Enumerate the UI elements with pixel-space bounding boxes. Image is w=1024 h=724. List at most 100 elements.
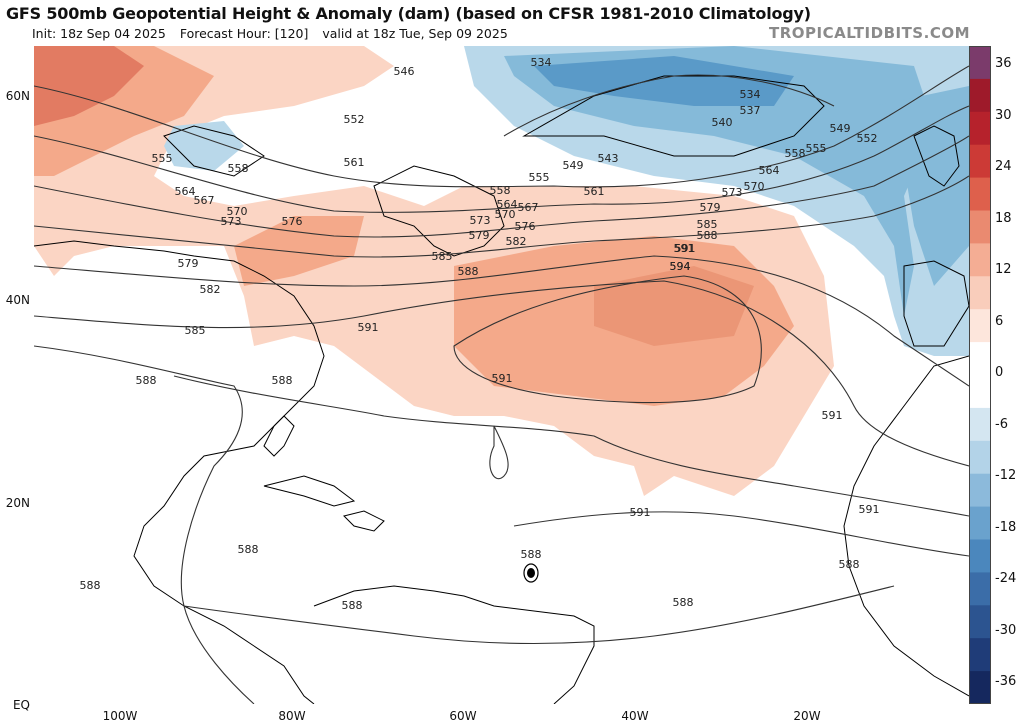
contour-label: 558 — [785, 147, 806, 160]
contour-label: 579 — [700, 201, 721, 214]
forecast-hour: Forecast Hour: [120] — [179, 26, 309, 41]
colorbar-label: -6 — [995, 416, 1008, 432]
contour-label: 576 — [282, 215, 303, 228]
valid-time: valid at 18z Tue, Sep 09 2025 — [322, 26, 508, 41]
lon-label: 80W — [278, 709, 306, 723]
contour-label: 588 — [673, 596, 694, 609]
contour-label: 564 — [497, 198, 518, 211]
contour-label: 588 — [80, 579, 101, 592]
colorbar-label: 30 — [995, 107, 1012, 123]
contour-label: 564 — [175, 185, 196, 198]
colorbar-label: -30 — [995, 622, 1017, 638]
colorbar-swatch — [969, 539, 991, 573]
title-heading: GFS 500mb Geopotential Height & Anomaly … — [6, 4, 811, 23]
tropical-low-marker — [523, 563, 539, 583]
contour-label: 594 — [670, 260, 691, 273]
contour-label: 570 — [227, 205, 248, 218]
colorbar-swatch — [969, 46, 991, 80]
colorbar-label: 24 — [995, 159, 1012, 174]
colorbar-label: -24 — [995, 571, 1017, 586]
contour-label: 573 — [221, 215, 242, 228]
contour-labels: 546 534 534 537 540 549 552 555 558 564 … — [80, 56, 880, 612]
colorbar-swatch — [969, 671, 991, 704]
contour-label: 564 — [759, 164, 780, 177]
colorbar-swatch — [969, 506, 991, 540]
contour-label: 585 — [697, 218, 718, 231]
colorbar-swatch — [969, 177, 991, 211]
contour-label: 588 — [238, 543, 259, 556]
height-contours — [34, 65, 969, 704]
contour-label: 588 — [839, 558, 860, 571]
contour-label: 582 — [200, 283, 221, 296]
contour-label: 582 — [506, 235, 527, 248]
lon-label: 40W — [621, 709, 649, 723]
contour-label: 555 — [529, 171, 550, 184]
colorbar-swatch — [969, 375, 991, 409]
anomaly-colorbar — [969, 46, 991, 704]
colorbar-label: -36 — [995, 674, 1017, 689]
contour-label: 555 — [152, 152, 173, 165]
contour-label: 579 — [469, 229, 490, 242]
lon-label: 100W — [102, 709, 138, 723]
contour-label: 555 — [806, 142, 827, 155]
contour-label: 588 — [458, 265, 479, 278]
colorbar-label: 0 — [995, 365, 1004, 380]
colorbar-swatch — [969, 309, 991, 343]
contour-label: 591 — [358, 321, 379, 334]
lat-label: EQ — [12, 698, 30, 712]
contour-label: 540 — [712, 116, 733, 129]
colorbar-swatch — [969, 111, 991, 146]
contour-label: 588 — [697, 229, 718, 242]
colorbar-label: 18 — [995, 210, 1012, 226]
contour-label: 594 — [670, 260, 691, 273]
contour-label: 558 — [228, 162, 249, 175]
contour-label: 534 — [740, 88, 761, 101]
colorbar-border — [969, 46, 991, 704]
contour-label: 549 — [563, 159, 584, 172]
contour-label: 570 — [495, 208, 516, 221]
lat-label: 40N — [5, 293, 30, 307]
run-info: Init: 18z Sep 04 2025 Forecast Hour: [12… — [32, 26, 518, 41]
contour-label: 579 — [178, 257, 199, 270]
colorbar-swatch — [969, 638, 991, 672]
contour-label: 543 — [598, 152, 619, 165]
colorbar-label: -18 — [995, 519, 1017, 535]
contour-label: 561 — [344, 156, 365, 169]
colorbar-label: 6 — [995, 313, 1004, 329]
contour-label: 549 — [830, 122, 851, 135]
contour-label: 591 — [859, 503, 880, 516]
contour-label: 591 — [630, 506, 651, 519]
contour-label: 567 — [194, 194, 215, 207]
colorbar-swatch — [969, 78, 991, 113]
site-watermark: TROPICALTIDBITS.COM — [769, 24, 970, 42]
contour-label: 567 — [518, 201, 539, 214]
colorbar-swatch — [969, 605, 991, 639]
contour-label: 561 — [584, 185, 605, 198]
contour-label: 552 — [857, 132, 878, 145]
contour-label: 546 — [394, 65, 415, 78]
contour-label: 588 — [342, 599, 363, 612]
contour-label: 591 — [492, 372, 513, 385]
colorbar-label: 12 — [995, 262, 1012, 277]
colorbar-swatch — [969, 243, 991, 277]
contour-label: 591 — [675, 242, 696, 255]
contour-label: 591 — [674, 242, 695, 255]
colorbar-swatch — [969, 572, 991, 606]
colorbar-swatch — [969, 407, 991, 442]
lon-label: 20W — [793, 709, 821, 723]
contour-label: 585 — [185, 324, 206, 337]
contour-label: 573 — [470, 214, 491, 227]
contour-label: 588 — [136, 374, 157, 387]
colorbar-swatch — [969, 342, 991, 376]
colorbar-swatch — [969, 144, 991, 179]
colorbar-swatch — [969, 276, 991, 310]
contour-label: 570 — [744, 180, 765, 193]
colorbar-swatch — [969, 210, 991, 244]
anomaly-map: 546 534 534 537 540 549 552 555 558 564 … — [34, 46, 969, 704]
contour-label: 585 — [432, 250, 453, 263]
colorbar-label: 36 — [995, 56, 1012, 71]
contour-label: 552 — [344, 113, 365, 126]
contour-label: 558 — [490, 184, 511, 197]
contour-label: 576 — [515, 220, 536, 233]
contour-label: 534 — [531, 56, 552, 69]
